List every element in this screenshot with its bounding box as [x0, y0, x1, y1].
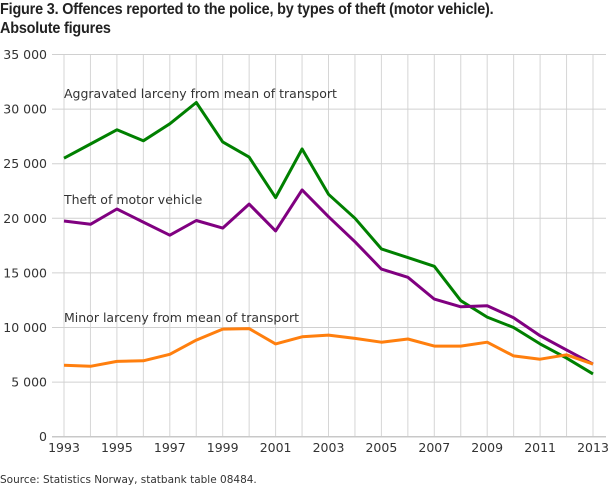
- chart-title-line: Figure 3. Offences reported to the polic…: [0, 1, 494, 18]
- x-tick-label: 1995: [101, 440, 133, 455]
- x-tick-label: 2011: [524, 440, 556, 455]
- series-label: Aggravated larceny from mean of transpor…: [64, 86, 337, 101]
- x-tick-label: 2001: [260, 440, 292, 455]
- y-tick-label: 20 000: [3, 211, 47, 226]
- y-tick-label: 15 000: [3, 265, 47, 280]
- y-tick-label: 10 000: [3, 320, 47, 335]
- y-tick-label: 0: [39, 429, 47, 444]
- x-tick-label: 1999: [207, 440, 239, 455]
- series-line: [63, 188, 594, 366]
- y-tick-label: 5 000: [11, 375, 47, 390]
- chart-title-line: Absolute figures: [0, 20, 111, 37]
- x-tick-label: 2007: [418, 440, 450, 455]
- series-line: [63, 101, 594, 376]
- y-tick-label: 25 000: [3, 156, 47, 171]
- x-tick-label: 2003: [313, 440, 345, 455]
- series-label: Theft of motor vehicle: [63, 192, 203, 207]
- y-tick-label: 35 000: [3, 47, 47, 62]
- series-line: [63, 327, 594, 368]
- y-tick-label: 30 000: [3, 102, 47, 117]
- x-tick-label: 1993: [48, 440, 80, 455]
- x-tick-label: 2005: [365, 440, 397, 455]
- x-tick-label: 1997: [154, 440, 186, 455]
- source-note: Source: Statistics Norway, statbank tabl…: [0, 474, 257, 486]
- x-tick-label: 2009: [471, 440, 503, 455]
- x-tick-label: 2013: [577, 440, 609, 455]
- chart-title: Figure 3. Offences reported to the polic…: [0, 0, 595, 38]
- series-label: Minor larceny from mean of transport: [64, 310, 299, 325]
